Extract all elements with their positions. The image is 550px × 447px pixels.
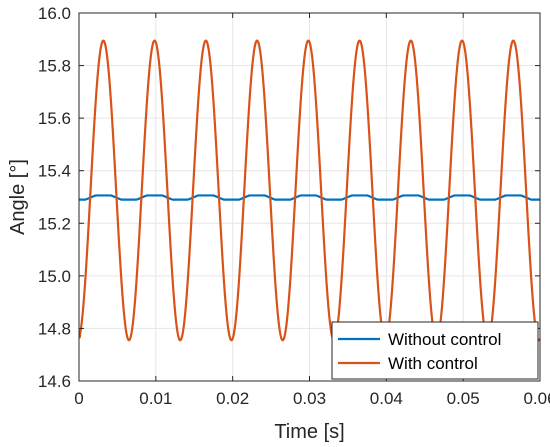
series-line-with-control (78, 39, 541, 342)
y-tick-label: 16.0 (38, 4, 71, 23)
legend-box (331, 321, 539, 380)
y-tick-label: 14.6 (38, 372, 71, 391)
grid (79, 13, 540, 381)
series-line-without-control (78, 194, 541, 201)
y-tick-labels: 14.6 14.8 15.0 15.2 15.4 15.6 15.8 16.0 (38, 4, 71, 391)
y-tick-label: 15.6 (38, 109, 71, 128)
y-tick-label: 14.8 (38, 319, 71, 338)
y-tick-label: 15.8 (38, 57, 71, 76)
x-tick-label: 0.01 (139, 389, 172, 408)
plot-area (78, 12, 541, 382)
legend-label-without-control: Without control (388, 330, 501, 349)
x-tick-label: 0.04 (370, 389, 403, 408)
legend: Without control With control (331, 321, 539, 380)
x-tick-label: 0.03 (293, 389, 326, 408)
y-tick-label: 15.4 (38, 162, 71, 181)
y-tick-label: 15.2 (38, 214, 71, 233)
legend-label-with-control: With control (388, 354, 478, 373)
x-tick-label: 0 (74, 389, 83, 408)
y-tick-label: 15.0 (38, 267, 71, 286)
x-axis-label: Time [s] (274, 421, 344, 443)
y-axis-label: Angle [°] (7, 159, 29, 235)
x-tick-labels: 0 0.01 0.02 0.03 0.04 0.05 0.06 (74, 389, 550, 408)
x-tick-label: 0.06 (523, 389, 550, 408)
x-tick-label: 0.02 (216, 389, 249, 408)
series-layer (78, 39, 541, 342)
x-tick-label: 0.05 (447, 389, 480, 408)
